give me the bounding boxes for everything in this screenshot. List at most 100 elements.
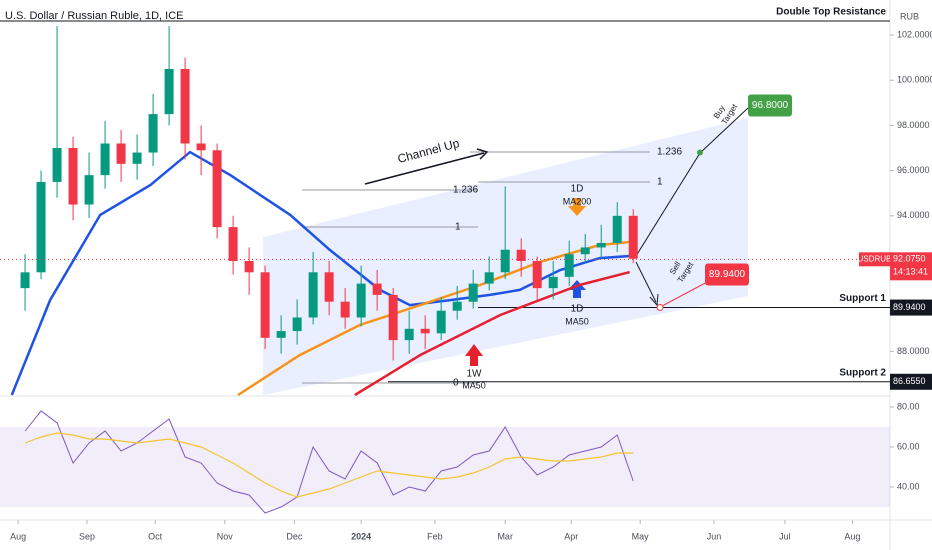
level-price-box	[890, 373, 932, 390]
candle-body	[436, 310, 446, 334]
target-value: 89.9400	[709, 269, 746, 280]
level-label: Support 2	[839, 367, 886, 378]
symbol-box	[859, 252, 890, 267]
target-box	[748, 94, 792, 117]
candle-body	[180, 68, 190, 144]
level-price: 89.9400	[893, 302, 926, 312]
target-point	[656, 304, 664, 312]
candle-body	[372, 283, 382, 295]
level-label: Double Top Resistance	[776, 7, 886, 18]
candle-body	[276, 331, 286, 338]
last-price-box	[890, 252, 932, 281]
candle-body	[596, 242, 606, 248]
x-tick-label: Apr	[564, 531, 578, 541]
rsi-band	[0, 427, 890, 507]
ma-line	[237, 240, 630, 397]
candle-body	[500, 249, 510, 273]
candle-body	[228, 227, 238, 262]
x-tick-label: Dec	[286, 531, 303, 541]
candle-body	[612, 215, 622, 243]
x-tick-label: Mar	[497, 531, 513, 541]
fib-label: 0	[453, 378, 459, 389]
x-tick-label: Aug	[844, 531, 860, 541]
rsi-line	[24, 432, 634, 498]
y-tick-label: 88.0000	[897, 346, 930, 356]
y-tick-label: 96.0000	[897, 165, 930, 175]
ma-line	[354, 270, 631, 397]
candle-body	[388, 294, 398, 341]
candle-body	[100, 143, 110, 176]
x-tick-label: Oct	[148, 531, 163, 541]
ma-label: 1D	[571, 304, 584, 315]
target-point	[697, 149, 703, 156]
candle-body	[308, 272, 318, 318]
x-tick-label: Jul	[779, 531, 791, 541]
fib-label: 1	[455, 222, 461, 233]
chart-title: U.S. Dollar / Russian Ruble, 1D, ICE	[5, 10, 184, 22]
candle-body	[564, 254, 574, 277]
arrow-head	[476, 148, 489, 160]
ma-label: MA200	[563, 196, 592, 206]
y-tick-label: 94.0000	[897, 210, 930, 220]
x-tick-label: 2024	[351, 531, 371, 541]
candle-body	[212, 150, 222, 228]
candle-body	[580, 247, 590, 255]
level-price-box	[890, 299, 932, 316]
candle-body	[52, 148, 62, 182]
ma-label: MA50	[462, 380, 486, 390]
candle-body	[260, 272, 270, 338]
rsi-line	[24, 410, 634, 514]
candle-body	[548, 276, 558, 289]
arrow-head	[649, 293, 659, 307]
candle-body	[116, 143, 126, 164]
candle-body	[148, 114, 158, 153]
channel-arrow	[364, 152, 485, 185]
target-box	[705, 263, 749, 286]
y-tick-label: 102.0000	[897, 29, 932, 39]
sell-projection	[635, 261, 657, 303]
candle-body	[324, 272, 334, 302]
candle-body	[292, 317, 302, 332]
candle-body	[420, 328, 430, 334]
level-label: Support 1	[839, 293, 886, 304]
x-tick-label: Feb	[427, 531, 443, 541]
ma50-arrow	[568, 280, 586, 298]
candle-body	[468, 283, 478, 302]
currency: RUB	[900, 11, 919, 21]
candle-body	[340, 301, 350, 318]
candle-body	[20, 272, 30, 289]
candle-body	[404, 328, 414, 341]
fib-label: 1	[657, 177, 663, 188]
target-value: 96.8000	[752, 100, 789, 111]
x-tick-label: Aug	[10, 531, 26, 541]
candle-body	[68, 148, 78, 205]
candle-body	[164, 68, 174, 115]
candle-body	[132, 152, 142, 164]
candle-body	[356, 283, 366, 318]
candle-body	[36, 181, 46, 273]
level-price: 86.6550	[893, 376, 926, 386]
x-tick-label: Sep	[79, 531, 95, 541]
y-tick-label: 40.00	[897, 481, 920, 491]
x-tick-label: Jun	[707, 531, 722, 541]
buy-projection	[699, 107, 749, 154]
ma-label: MA50	[565, 316, 589, 326]
candle-body	[452, 301, 462, 311]
ma-label: 1W	[467, 369, 483, 380]
x-tick-label: May	[632, 531, 650, 541]
candle-body	[84, 175, 94, 205]
y-tick-label: 80.00	[897, 401, 920, 411]
candle-body	[532, 261, 542, 289]
fib-label: 1.236	[657, 147, 682, 158]
candle-body	[196, 143, 206, 151]
countdown: 14:13:41	[893, 267, 928, 277]
ma-label: 1D	[571, 184, 584, 195]
y-tick-label: 100.0000	[897, 75, 932, 85]
fib-lines	[302, 151, 650, 384]
ma200-arrow	[568, 198, 586, 216]
y-tick-label: 60.00	[897, 441, 920, 451]
last-price: 92.0750	[893, 254, 926, 264]
candle-body	[628, 215, 638, 259]
